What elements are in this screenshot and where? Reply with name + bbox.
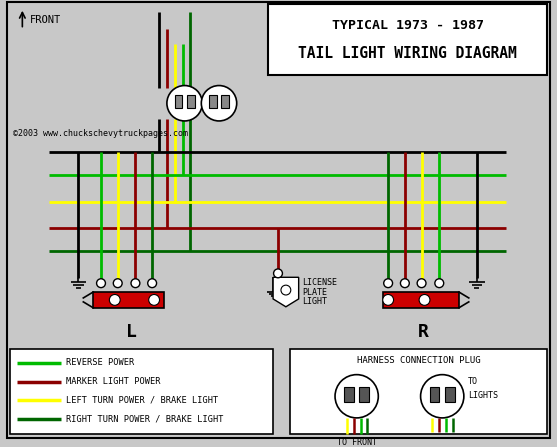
Text: TO FRONT: TO FRONT <box>336 438 377 447</box>
Bar <box>187 95 195 108</box>
Text: PLATE: PLATE <box>302 287 328 296</box>
Circle shape <box>400 279 409 287</box>
Text: LEFT TURN POWER / BRAKE LIGHT: LEFT TURN POWER / BRAKE LIGHT <box>66 396 218 405</box>
Text: FRONT: FRONT <box>30 15 61 25</box>
Bar <box>221 95 229 108</box>
Bar <box>359 387 369 402</box>
Text: RIGHT TURN POWER / BRAKE LIGHT: RIGHT TURN POWER / BRAKE LIGHT <box>66 414 223 423</box>
Text: HARNESS CONNECTION PLUG: HARNESS CONNECTION PLUG <box>357 356 481 365</box>
Circle shape <box>435 279 444 287</box>
Text: ©2003 www.chuckschevytruckpages.com: ©2003 www.chuckschevytruckpages.com <box>12 129 188 138</box>
Text: LICENSE: LICENSE <box>302 278 338 287</box>
Bar <box>344 387 354 402</box>
Bar <box>383 292 459 308</box>
Circle shape <box>384 279 393 287</box>
Polygon shape <box>273 277 299 307</box>
Circle shape <box>421 375 464 418</box>
Text: REVERSE POWER: REVERSE POWER <box>66 358 134 367</box>
Bar <box>93 292 164 308</box>
Text: TAIL LIGHT WIRING DIAGRAM: TAIL LIGHT WIRING DIAGRAM <box>299 46 517 61</box>
Bar <box>9 349 273 434</box>
Circle shape <box>335 375 378 418</box>
Circle shape <box>383 295 394 305</box>
Bar <box>430 387 439 402</box>
Circle shape <box>96 279 105 287</box>
Circle shape <box>113 279 122 287</box>
Circle shape <box>273 269 282 278</box>
Bar <box>174 95 182 108</box>
Circle shape <box>109 295 120 305</box>
Circle shape <box>281 285 291 295</box>
Text: MARKER LIGHT POWER: MARKER LIGHT POWER <box>66 377 160 386</box>
Bar <box>209 95 217 108</box>
Circle shape <box>417 279 426 287</box>
Text: LIGHT: LIGHT <box>302 297 328 306</box>
Circle shape <box>149 295 159 305</box>
Bar <box>445 387 455 402</box>
Text: TYPICAL 1973 - 1987: TYPICAL 1973 - 1987 <box>332 19 484 32</box>
Circle shape <box>148 279 157 287</box>
Text: L: L <box>126 323 137 342</box>
Circle shape <box>131 279 140 287</box>
Circle shape <box>167 85 202 121</box>
Text: R: R <box>418 323 429 342</box>
Circle shape <box>419 295 430 305</box>
Bar <box>290 349 548 434</box>
Circle shape <box>201 85 237 121</box>
Bar <box>268 4 548 75</box>
Text: TO
LIGHTS: TO LIGHTS <box>468 377 498 400</box>
